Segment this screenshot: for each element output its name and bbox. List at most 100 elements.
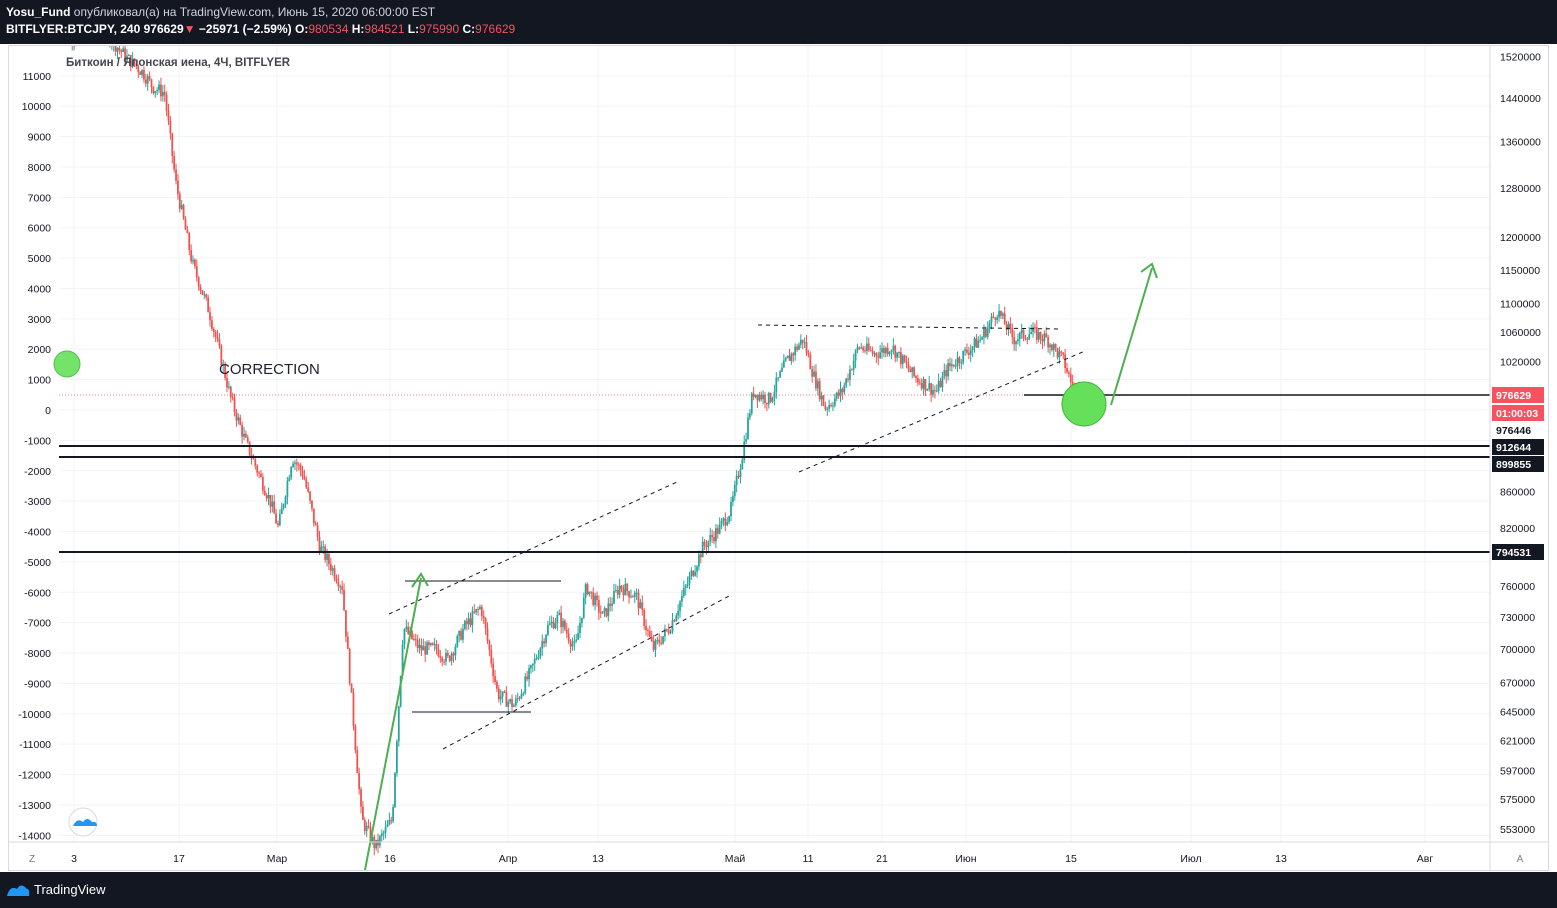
candle-body xyxy=(167,110,170,121)
candle-body xyxy=(207,297,210,313)
candle-body xyxy=(226,378,228,388)
candle-body xyxy=(675,615,678,622)
candle-body xyxy=(1020,329,1023,333)
candle-body xyxy=(441,657,444,662)
candle-body xyxy=(256,465,259,473)
up-arrow-head xyxy=(411,572,429,588)
candle-body xyxy=(954,365,957,367)
candle-body xyxy=(866,343,868,351)
down-arrow-icon: ▼ xyxy=(183,22,196,36)
candle-body xyxy=(673,620,676,622)
candle-body xyxy=(1066,368,1068,373)
candle-body xyxy=(803,342,806,344)
tradingview-logo-icon[interactable] xyxy=(6,882,30,898)
logo-bubble[interactable] xyxy=(68,807,98,837)
price-chart[interactable]: 1100010000900080007000600050004000300020… xyxy=(9,16,1548,871)
right-tick-label: 1520000 xyxy=(1500,52,1541,64)
auto-scale-button[interactable]: A xyxy=(1517,854,1524,865)
candle-body xyxy=(622,589,625,596)
chart-panel[interactable]: 11000 10000 9000 8000 7000 6000 5000 4000 3000 20… xyxy=(8,16,1549,871)
candle-body xyxy=(290,467,293,478)
candle-body xyxy=(943,370,946,377)
candle-body xyxy=(826,408,829,410)
candle-body xyxy=(218,339,221,346)
candle-body xyxy=(139,71,142,75)
candle-body xyxy=(543,641,546,644)
candle-body xyxy=(518,697,521,699)
candle-body xyxy=(320,546,323,552)
candle-body xyxy=(160,84,162,97)
candle-body xyxy=(246,437,249,442)
time-tick-label: 17 xyxy=(173,853,185,865)
low-value: 975990 xyxy=(419,22,460,36)
candle-body xyxy=(966,349,968,353)
timezone-button[interactable]: Z xyxy=(29,854,35,865)
candle-body xyxy=(607,603,610,617)
candle-body xyxy=(214,331,217,338)
candle-body xyxy=(1039,331,1042,339)
candle-body xyxy=(747,417,749,439)
candle-body xyxy=(309,491,311,501)
candle-body xyxy=(479,606,481,610)
candle-body xyxy=(786,355,789,359)
candle-body xyxy=(703,541,706,546)
candle-body xyxy=(284,497,287,505)
candle-body xyxy=(641,602,644,611)
candle-body xyxy=(682,587,685,596)
candle-body xyxy=(1001,313,1004,317)
candle-body xyxy=(241,424,244,437)
candle-body xyxy=(522,693,525,695)
price-label-text: 01:00:03 xyxy=(1496,408,1538,420)
candle-body xyxy=(648,631,651,637)
candle-body xyxy=(643,610,646,626)
candle-body xyxy=(267,494,270,499)
candle-body xyxy=(452,653,455,656)
candle-body xyxy=(467,618,470,625)
left-price-axis[interactable]: 1100010000900080007000600050004000300020… xyxy=(18,71,51,843)
candle-body xyxy=(384,826,387,833)
candle-body xyxy=(909,369,912,373)
author-name[interactable]: Yosu_Fund xyxy=(6,5,71,19)
candle-body xyxy=(486,628,489,641)
candle-body xyxy=(1054,344,1057,349)
candle-body xyxy=(1058,351,1061,358)
candle-body xyxy=(403,628,406,645)
left-tick-label: -11000 xyxy=(19,739,51,751)
candle-body xyxy=(626,583,629,592)
candle-body xyxy=(592,592,595,605)
candle-body xyxy=(454,646,457,656)
candle-body xyxy=(984,329,987,337)
candle-body xyxy=(314,523,317,526)
candle-body xyxy=(992,316,995,318)
candle-body xyxy=(324,546,327,560)
candle-body xyxy=(429,643,432,646)
candle-body xyxy=(750,393,753,414)
candle-body xyxy=(560,612,563,628)
high-value: 984521 xyxy=(364,22,405,36)
candle-body xyxy=(401,644,404,677)
candle-body xyxy=(873,353,876,355)
time-tick-label: Июл xyxy=(1180,853,1201,865)
candle-body xyxy=(599,612,602,614)
candle-body xyxy=(779,371,781,378)
candle-body xyxy=(939,380,942,388)
candle-body xyxy=(227,386,230,388)
candle-body xyxy=(854,350,857,361)
candle-body xyxy=(915,376,917,379)
publication-line: Yosu_Fund опубликовал(а) на TradingView.… xyxy=(6,5,435,19)
candle-body xyxy=(280,507,283,514)
candle-body xyxy=(548,623,551,625)
candle-body xyxy=(501,691,504,697)
time-axis[interactable]: 3 17 Мар 16 Апр 13 Май 11 21 Июн 15 Июл 13 Авг xyxy=(71,853,1433,865)
candle-body xyxy=(633,592,636,597)
candle-body xyxy=(796,346,798,350)
right-price-axis[interactable]: 1520000 1440000 1360000 1280000 1200000 11500… xyxy=(1500,52,1541,836)
target-arrow-head xyxy=(1140,262,1158,279)
brand-name[interactable]: TradingView xyxy=(34,882,106,897)
candle-body xyxy=(601,611,604,614)
candle-body xyxy=(514,698,517,706)
candle-body xyxy=(811,369,814,377)
candle-body xyxy=(901,355,904,364)
candle-body xyxy=(254,459,257,466)
candle-body xyxy=(892,345,895,351)
